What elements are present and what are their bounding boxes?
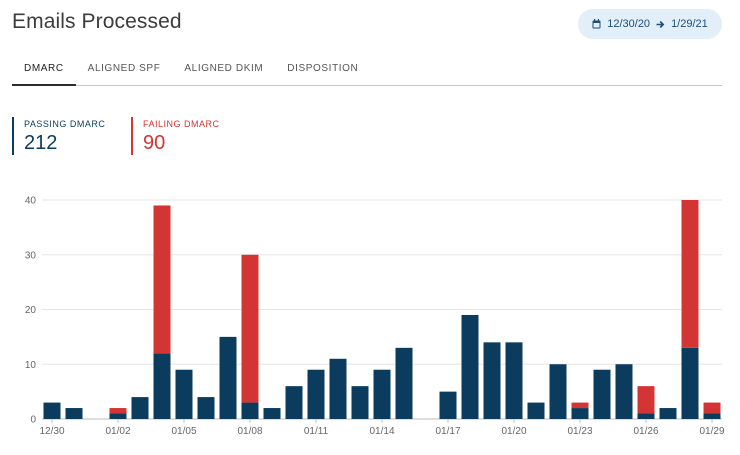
page-title: Emails Processed	[12, 10, 182, 33]
y-tick-label: 10	[25, 360, 37, 371]
failing-dmarc-value: 90	[143, 132, 166, 154]
bar-passing[interactable]	[637, 413, 655, 419]
bar-passing[interactable]	[659, 408, 677, 419]
failing-dmarc-metric: FAILING DMARC 90	[131, 117, 220, 155]
x-tick-label: 01/05	[171, 426, 196, 437]
x-tick-label: 01/11	[304, 426, 329, 437]
bar-passing[interactable]	[197, 397, 215, 419]
bar-passing[interactable]	[351, 386, 369, 419]
bar-passing[interactable]	[681, 347, 699, 419]
bar-passing[interactable]	[483, 342, 501, 419]
arrow-right-icon	[656, 20, 665, 29]
bar-passing[interactable]	[219, 336, 237, 419]
date-start: 12/30/20	[607, 18, 651, 30]
bar-passing[interactable]	[131, 397, 149, 419]
bar-passing[interactable]	[153, 353, 171, 419]
bar-passing[interactable]	[373, 369, 391, 419]
bar-passing[interactable]	[461, 314, 479, 419]
date-range-picker[interactable]: 12/30/20 1/29/21	[578, 9, 722, 39]
bar-passing[interactable]	[571, 408, 589, 419]
bar-passing[interactable]	[593, 369, 611, 419]
tab-disposition[interactable]: DISPOSITION	[287, 63, 359, 74]
y-tick-label: 0	[30, 415, 36, 426]
bar-failing[interactable]	[153, 205, 171, 354]
x-tick-label: 01/26	[633, 426, 658, 437]
x-tick-label: 01/23	[567, 426, 592, 437]
tab-aligned-dkim[interactable]: ALIGNED DKIM	[184, 63, 264, 74]
bar-failing[interactable]	[637, 386, 655, 414]
bar-passing[interactable]	[439, 391, 457, 419]
bar-passing[interactable]	[703, 413, 721, 419]
failing-dmarc-label: FAILING DMARC	[143, 119, 220, 129]
bar-passing[interactable]	[307, 369, 325, 419]
bar-passing[interactable]	[527, 402, 545, 419]
passing-dmarc-metric: PASSING DMARC 212	[12, 117, 105, 155]
y-tick-label: 40	[25, 196, 37, 207]
bar-failing[interactable]	[109, 408, 127, 414]
x-tick-label: 12/30	[39, 426, 64, 437]
x-tick-label: 01/17	[435, 426, 460, 437]
emails-bar-chart: 0 10 20 30 40 12/30 01/02 01/05 01/08 01/11 01/14…	[25, 196, 725, 438]
bar-passing[interactable]	[43, 402, 61, 419]
bar-passing[interactable]	[263, 408, 281, 419]
bar-failing[interactable]	[241, 254, 259, 403]
bar-passing[interactable]	[285, 386, 303, 419]
passing-dmarc-value: 212	[24, 132, 58, 154]
bar-failing[interactable]	[703, 402, 721, 414]
x-tick-label: 01/02	[105, 426, 130, 437]
passing-dmarc-label: PASSING DMARC	[24, 119, 106, 129]
date-end: 1/29/21	[671, 18, 708, 30]
calendar-icon	[592, 19, 601, 29]
bar-passing[interactable]	[241, 402, 259, 419]
bar-passing[interactable]	[329, 358, 347, 419]
bar-failing[interactable]	[571, 402, 589, 409]
x-tick-label: 01/14	[369, 426, 394, 437]
bar-passing[interactable]	[109, 413, 127, 419]
tab-aligned-spf[interactable]: ALIGNED SPF	[87, 63, 161, 74]
bar-passing[interactable]	[549, 364, 567, 419]
y-tick-label: 20	[25, 305, 37, 316]
bar-passing[interactable]	[65, 408, 83, 419]
bar-failing[interactable]	[681, 200, 699, 348]
x-tick-label: 01/29	[699, 426, 724, 437]
bar-passing[interactable]	[505, 342, 523, 419]
y-tick-label: 30	[25, 250, 37, 261]
bar-passing[interactable]	[395, 347, 413, 419]
bar-passing[interactable]	[615, 364, 633, 419]
tab-dmarc[interactable]: DMARC	[12, 52, 76, 86]
tab-bar: DMARC ALIGNED SPF ALIGNED DKIM DISPOSITI…	[12, 52, 722, 86]
x-tick-label: 01/20	[501, 426, 526, 437]
bar-passing[interactable]	[175, 369, 193, 419]
x-tick-label: 01/08	[237, 426, 262, 437]
